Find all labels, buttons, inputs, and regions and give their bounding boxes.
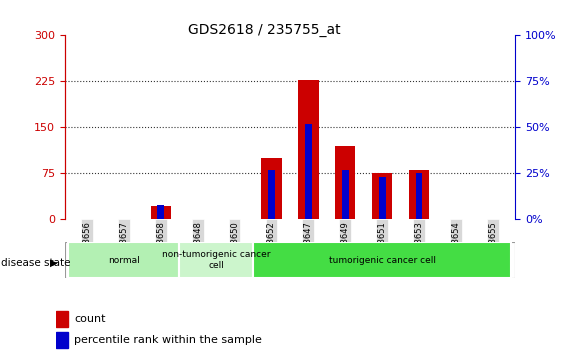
Bar [261, 158, 282, 219]
Bar [56, 332, 68, 348]
Text: normal: normal [108, 256, 140, 265]
Text: ▶: ▶ [50, 258, 57, 268]
Text: tumorigenic cancer cell: tumorigenic cancer cell [329, 256, 436, 265]
Bar [416, 173, 422, 219]
Bar [372, 173, 392, 219]
FancyBboxPatch shape [179, 242, 253, 278]
Bar [342, 170, 348, 219]
Text: GDS2618 / 235755_at: GDS2618 / 235755_at [188, 23, 341, 37]
Bar [335, 146, 355, 219]
Bar [379, 177, 386, 219]
Bar [158, 205, 164, 219]
FancyBboxPatch shape [69, 242, 179, 278]
Text: non-tumorigenic cancer
cell: non-tumorigenic cancer cell [162, 251, 270, 270]
FancyBboxPatch shape [253, 242, 511, 278]
Text: percentile rank within the sample: percentile rank within the sample [74, 335, 262, 345]
Bar [298, 80, 319, 219]
Text: disease state: disease state [1, 258, 70, 268]
Bar [56, 311, 68, 327]
Bar [268, 170, 275, 219]
Bar [409, 170, 430, 219]
Bar [305, 124, 312, 219]
Bar [150, 206, 171, 219]
Text: count: count [74, 314, 106, 324]
